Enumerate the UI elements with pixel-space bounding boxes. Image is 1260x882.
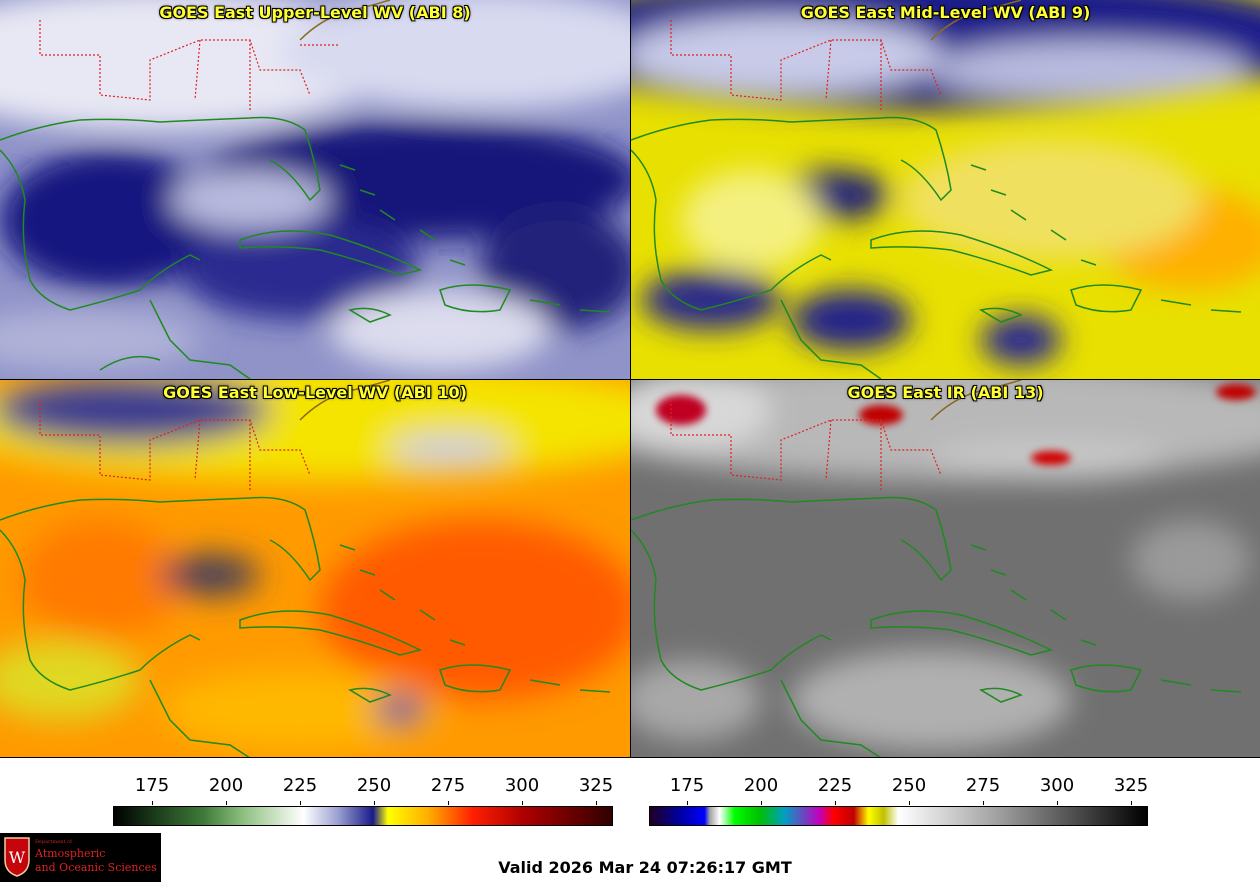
panel-title: GOES East IR (ABI 13) <box>847 383 1044 402</box>
colorbar-tick-label: 200 <box>208 775 244 796</box>
colorbar-tick <box>152 801 153 805</box>
colorbar-tick <box>226 801 227 805</box>
colorbar-tick <box>300 801 301 805</box>
colorbar-tick <box>1057 801 1058 805</box>
colorbar-tick-label: 275 <box>430 775 466 796</box>
colorbar-tick <box>983 801 984 805</box>
colorbar-tick-label: 225 <box>282 775 318 796</box>
logo-line1: Atmospheric <box>35 847 106 860</box>
colorbar-tick-label: 275 <box>965 775 1001 796</box>
colorbar-tick <box>835 801 836 805</box>
colorbar-tick <box>448 801 449 805</box>
uw-aos-logo: W Department of Atmospheric and Oceanic … <box>0 833 161 882</box>
colorbar-tick <box>687 801 688 805</box>
colorbar-tick-label: 300 <box>1039 775 1075 796</box>
colorbar-tick <box>909 801 910 805</box>
colorbar-tick <box>522 801 523 805</box>
horizontal-divider <box>0 379 1260 380</box>
colorbar-tick-label: 175 <box>134 775 170 796</box>
logo-dept: Department of <box>35 839 72 845</box>
panel-title: GOES East Mid-Level WV (ABI 9) <box>800 3 1091 22</box>
logo-line2: and Oceanic Sciences <box>35 861 157 874</box>
colorbar-tick-label: 325 <box>578 775 614 796</box>
crest-initial: W <box>9 848 26 867</box>
low-level-wv-panel: GOES East Low-Level WV (ABI 10) <box>0 380 630 758</box>
colorbar-tick-label: 325 <box>1113 775 1149 796</box>
wv-colorbar <box>113 806 613 826</box>
colorbar-tick-label: 250 <box>891 775 927 796</box>
colorbar-tick-label: 250 <box>356 775 392 796</box>
ir-image <box>631 380 1260 758</box>
colorbar-tick-label: 225 <box>817 775 853 796</box>
colorbar-tick-label: 200 <box>743 775 779 796</box>
colorbar-tick <box>761 801 762 805</box>
colorbar-tick <box>1131 801 1132 805</box>
ir-colorbar <box>649 806 1148 826</box>
bottom-divider <box>0 757 1260 758</box>
upper-level-wv-panel: GOES East Upper-Level WV (ABI 8) <box>0 0 630 379</box>
upper-level-wv-image <box>0 0 630 379</box>
mid-level-wv-image <box>631 0 1260 379</box>
colorbar-tick <box>596 801 597 805</box>
panel-title: GOES East Upper-Level WV (ABI 8) <box>159 3 471 22</box>
colorbar-tick <box>374 801 375 805</box>
uw-crest-icon: W <box>4 837 30 877</box>
valid-time: Valid 2026 Mar 24 07:26:17 GMT <box>498 858 792 877</box>
colorbar-tick-label: 300 <box>504 775 540 796</box>
ir-panel: GOES East IR (ABI 13) <box>631 380 1260 758</box>
low-level-wv-image <box>0 380 630 758</box>
colorbar-tick-label: 175 <box>669 775 705 796</box>
panel-title: GOES East Low-Level WV (ABI 10) <box>163 383 467 402</box>
mid-level-wv-panel: GOES East Mid-Level WV (ABI 9) <box>631 0 1260 379</box>
